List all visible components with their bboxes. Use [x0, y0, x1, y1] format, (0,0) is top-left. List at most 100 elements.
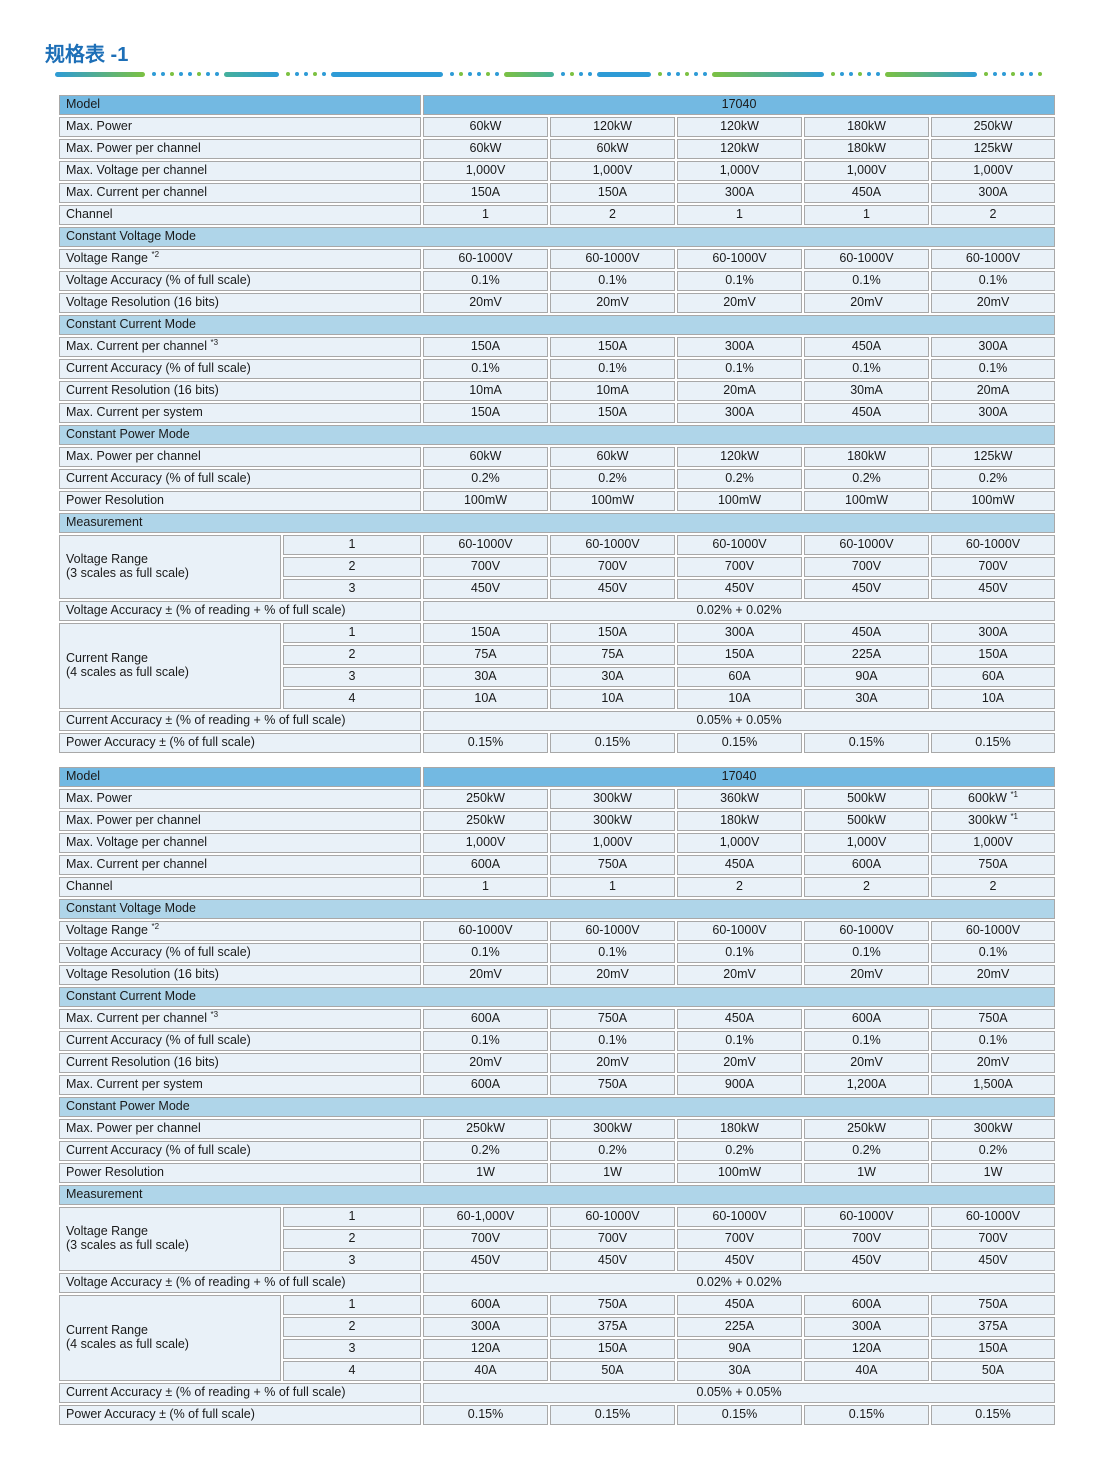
scale-number: 3 [283, 1339, 422, 1359]
cell-value: 300kW [550, 811, 676, 831]
row-label: Power Accuracy ± (% of full scale) [59, 1405, 422, 1425]
row-label: Current Range (4 scales as full scale) [59, 623, 281, 709]
cell-value: 700V [677, 1229, 803, 1249]
cell-value: 60-1000V [677, 921, 803, 941]
cell-value: 700V [931, 1229, 1056, 1249]
span-row: Current Accuracy ± (% of reading + % of … [59, 711, 1056, 731]
row-label: Max. Current per channel *3 [59, 337, 422, 357]
cell-value: 750A [931, 1009, 1056, 1029]
cell-value: 30mA [804, 381, 930, 401]
cell-value: 0.2% [931, 469, 1056, 489]
data-row: Voltage Range *2 60-1000V 60-1000V 60-1000V… [59, 921, 1056, 941]
row-label: Channel [59, 877, 422, 897]
divider-dot [313, 72, 317, 76]
cell-value: 250kW [931, 117, 1056, 137]
cell-value: 2 [677, 877, 803, 897]
cell-value: 180kW [804, 447, 930, 467]
row-label: Max. Current per channel *3 [59, 1009, 422, 1029]
cell-value: 20mV [550, 1053, 676, 1073]
cell-value: 60-1,000V [423, 1207, 549, 1227]
cell-value: 450V [931, 1251, 1056, 1271]
section-header: Constant Current Mode [59, 987, 1056, 1007]
cell-value: 20mV [931, 965, 1056, 985]
data-row: Max. Power per channel 250kW 300kW 180kW 250… [59, 1119, 1056, 1139]
divider-dash [885, 71, 977, 77]
row-label: Current Accuracy (% of full scale) [59, 1141, 422, 1161]
cell-value: 150A [931, 645, 1056, 665]
cell-value: 300A [931, 183, 1056, 203]
cell-value: 1,000V [677, 833, 803, 853]
data-row: Power Resolution 100mW 100mW 100mW 100mW 100m… [59, 491, 1056, 511]
cell-value: 0.1% [423, 1031, 549, 1051]
row-label: Power Resolution [59, 491, 422, 511]
cell-value: 450A [677, 1009, 803, 1029]
section-row: Constant Current Mode [59, 315, 1056, 335]
cell-value: 10A [550, 689, 676, 709]
cell-value: 90A [804, 667, 930, 687]
cell-value: 450V [804, 579, 930, 599]
section-header: Constant Power Mode [59, 1097, 1056, 1117]
divider-dot [1002, 72, 1006, 76]
cell-value: 0.1% [931, 271, 1056, 291]
cell-value: 10mA [423, 381, 549, 401]
cell-value: 300A [677, 183, 803, 203]
measurement-range-row: Current Range (4 scales as full scale) 1 60… [59, 1295, 1056, 1381]
divider-dot [295, 72, 299, 76]
cell-value: 0.2% [804, 469, 930, 489]
data-row: Current Accuracy (% of full scale) 0.1% 0.… [59, 1031, 1056, 1051]
divider-dot [579, 72, 583, 76]
data-row: Max. Power per channel 250kW 300kW 180kW 500… [59, 811, 1056, 831]
divider-dot [676, 72, 680, 76]
data-row: Max. Power per channel 60kW 60kW 120kW 180kW… [59, 139, 1056, 159]
cell-value: 150A [423, 183, 549, 203]
cell-value: 0.1% [931, 1031, 1056, 1051]
cell-value: 20mV [423, 965, 549, 985]
cell-value: 60-1000V [550, 1207, 676, 1227]
data-row: Max. Current per system 150A 150A 300A 450A 3… [59, 403, 1056, 423]
data-row: Current Resolution (16 bits) 20mV 20mV 20mV… [59, 1053, 1056, 1073]
section-row: Constant Current Mode [59, 987, 1056, 1007]
cell-value: 1,000V [423, 833, 549, 853]
cell-value: 100mW [804, 491, 930, 511]
cell-value: 750A [550, 855, 676, 875]
measurement-range-row: 3 450V 450V 450V 450V 450V [59, 579, 1056, 599]
cell-value: 600A [804, 855, 930, 875]
cell-value: 30A [677, 1361, 803, 1381]
cell-value: 1,000V [804, 833, 930, 853]
row-label: Voltage Accuracy ± (% of reading + % of … [59, 1273, 422, 1293]
cell-value: 1,000V [423, 161, 549, 181]
cell-value: 75A [423, 645, 549, 665]
scale-number: 3 [283, 579, 422, 599]
cell-value: 300A [931, 623, 1056, 643]
cell-value: 150A [550, 623, 676, 643]
cell-value: 750A [550, 1295, 676, 1315]
cell-value: 2 [804, 877, 930, 897]
row-label: Max. Power [59, 789, 422, 809]
cell-value: 450A [804, 183, 930, 203]
cell-value: 0.1% [550, 943, 676, 963]
cell-value: 0.15% [931, 1405, 1056, 1425]
section-header: Measurement [59, 1185, 1056, 1205]
cell-value: 0.1% [804, 943, 930, 963]
cell-value: 300kW *1 [931, 811, 1056, 831]
measurement-range-row: 2 75A 75A 150A 225A 150A [59, 645, 1056, 665]
cell-value: 60-1000V [931, 921, 1056, 941]
section-row: Constant Voltage Mode [59, 899, 1056, 919]
cell-value: 30A [423, 667, 549, 687]
measurement-range-row: 2 700V 700V 700V 700V 700V [59, 557, 1056, 577]
cell-value: 450A [804, 403, 930, 423]
cell-value: 600A [804, 1009, 930, 1029]
cell-value: 1,000V [550, 833, 676, 853]
measurement-range-row: 4 10A 10A 10A 30A 10A [59, 689, 1056, 709]
data-row: Current Resolution (16 bits) 10mA 10mA 20mA… [59, 381, 1056, 401]
model-row: Model 17040 [59, 95, 1056, 115]
spec-table-2: Model 17040 Max. Power 250kW 300kW 360kW 500kW… [57, 765, 1057, 1427]
data-row: Max. Current per channel *3 600A 750A 450A 6… [59, 1009, 1056, 1029]
section-row: Measurement [59, 513, 1056, 533]
section-row: Measurement [59, 1185, 1056, 1205]
measurement-range-row: 3 30A 30A 60A 90A 60A [59, 667, 1056, 687]
page-title: 规格表 -1 [45, 44, 129, 66]
cell-value: 60kW [423, 447, 549, 467]
cell-value: 150A [931, 1339, 1056, 1359]
cell-value: 300kW [550, 789, 676, 809]
